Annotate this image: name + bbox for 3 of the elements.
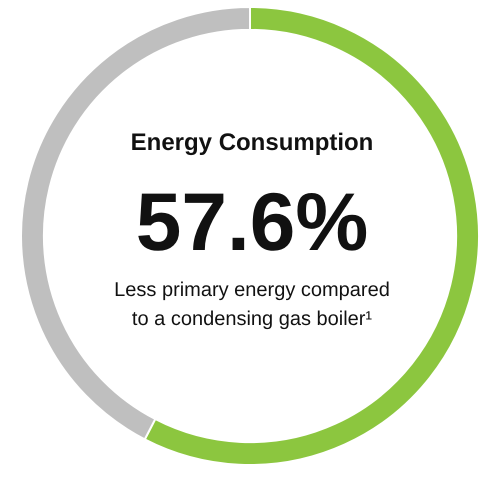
data-label: 57.6% [136, 177, 368, 268]
text: Less primary energy compared to a condensing gas boiler¹ [113, 278, 391, 332]
text: Energy Consumption [130, 129, 374, 157]
